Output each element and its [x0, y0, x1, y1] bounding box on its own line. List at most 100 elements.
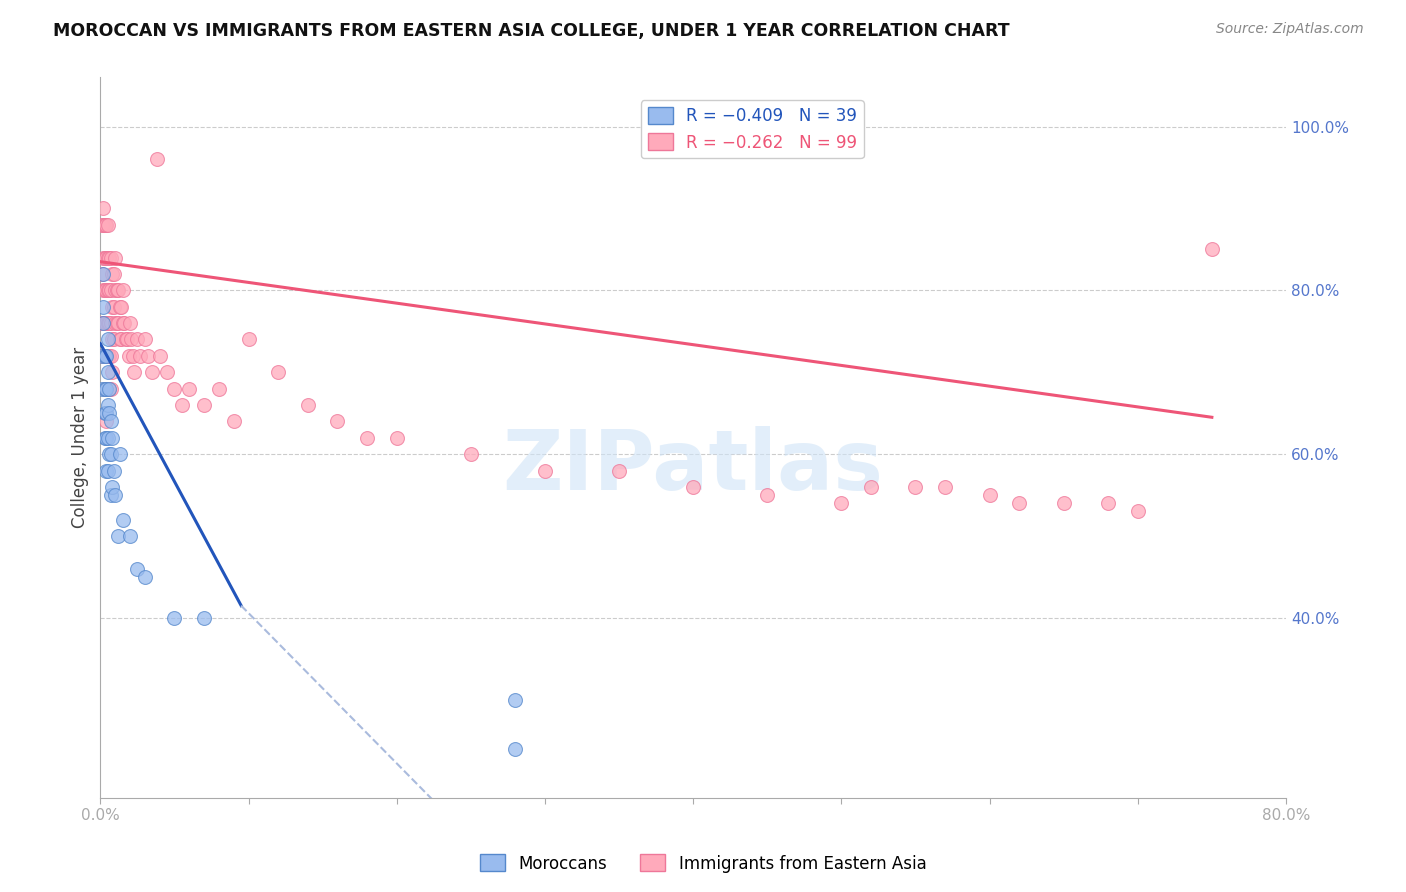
Point: [104, 284, 127, 298]
Point: [98, 349, 121, 363]
Point: [110, 300, 132, 314]
Point: [100, 251, 122, 265]
Point: [96, 463, 118, 477]
Point: [91, 251, 114, 265]
Point: [505, 693, 527, 707]
Point: [98, 251, 121, 265]
Point: [97, 365, 120, 379]
Point: [163, 611, 186, 625]
Point: [1097, 496, 1119, 510]
Point: [97, 463, 120, 477]
Point: [112, 316, 135, 330]
Point: [134, 570, 156, 584]
Point: [111, 316, 134, 330]
Point: [105, 284, 128, 298]
Text: MOROCCAN VS IMMIGRANTS FROM EASTERN ASIA COLLEGE, UNDER 1 YEAR CORRELATION CHART: MOROCCAN VS IMMIGRANTS FROM EASTERN ASIA…: [53, 22, 1010, 40]
Point: [97, 431, 120, 445]
Point: [97, 333, 120, 347]
Point: [238, 333, 260, 347]
Point: [179, 382, 201, 396]
Text: ZIPatlas: ZIPatlas: [503, 426, 883, 507]
Point: [97, 251, 120, 265]
Point: [117, 349, 139, 363]
Point: [134, 333, 156, 347]
Point: [170, 398, 193, 412]
Point: [267, 365, 290, 379]
Point: [91, 218, 114, 232]
Point: [101, 431, 124, 445]
Point: [145, 153, 167, 167]
Point: [127, 333, 149, 347]
Point: [208, 382, 231, 396]
Point: [111, 284, 134, 298]
Point: [96, 251, 118, 265]
Point: [118, 529, 141, 543]
Point: [91, 284, 114, 298]
Point: [934, 480, 956, 494]
Point: [104, 488, 127, 502]
Legend: Moroccans, Immigrants from Eastern Asia: Moroccans, Immigrants from Eastern Asia: [472, 847, 934, 880]
Point: [98, 284, 121, 298]
Point: [193, 611, 215, 625]
Point: [96, 349, 118, 363]
Point: [163, 382, 186, 396]
Point: [94, 251, 117, 265]
Point: [91, 349, 114, 363]
Point: [100, 447, 122, 461]
Point: [108, 300, 131, 314]
Point: [607, 463, 630, 477]
Point: [90, 349, 112, 363]
Point: [96, 349, 118, 363]
Point: [96, 431, 118, 445]
Text: Source: ZipAtlas.com: Source: ZipAtlas.com: [1216, 22, 1364, 37]
Point: [505, 742, 527, 756]
Point: [136, 349, 159, 363]
Point: [104, 316, 127, 330]
Point: [98, 316, 121, 330]
Point: [356, 431, 378, 445]
Point: [97, 218, 120, 232]
Point: [1201, 243, 1223, 257]
Point: [107, 529, 129, 543]
Point: [129, 349, 152, 363]
Point: [91, 316, 114, 330]
Point: [103, 300, 125, 314]
Point: [110, 333, 132, 347]
Point: [124, 365, 146, 379]
Point: [1008, 496, 1031, 510]
Point: [98, 406, 121, 420]
Point: [108, 333, 131, 347]
Point: [156, 365, 179, 379]
Point: [297, 398, 319, 412]
Point: [91, 202, 114, 216]
Point: [100, 382, 122, 396]
Point: [101, 365, 124, 379]
Point: [96, 218, 118, 232]
Point: [94, 349, 117, 363]
Y-axis label: College, Under 1 year: College, Under 1 year: [72, 347, 89, 528]
Point: [904, 480, 927, 494]
Point: [96, 284, 118, 298]
Point: [385, 431, 408, 445]
Point: [91, 316, 114, 330]
Point: [100, 414, 122, 428]
Point: [141, 365, 163, 379]
Point: [1126, 504, 1149, 518]
Point: [94, 284, 117, 298]
Point: [460, 447, 482, 461]
Point: [94, 316, 117, 330]
Point: [94, 406, 117, 420]
Point: [115, 333, 138, 347]
Point: [98, 382, 121, 396]
Point: [326, 414, 349, 428]
Point: [118, 316, 141, 330]
Point: [979, 488, 1001, 502]
Point: [94, 218, 117, 232]
Point: [90, 316, 112, 330]
Point: [91, 267, 114, 281]
Point: [100, 316, 122, 330]
Point: [90, 267, 112, 281]
Point: [91, 300, 114, 314]
Point: [103, 463, 125, 477]
Point: [96, 382, 118, 396]
